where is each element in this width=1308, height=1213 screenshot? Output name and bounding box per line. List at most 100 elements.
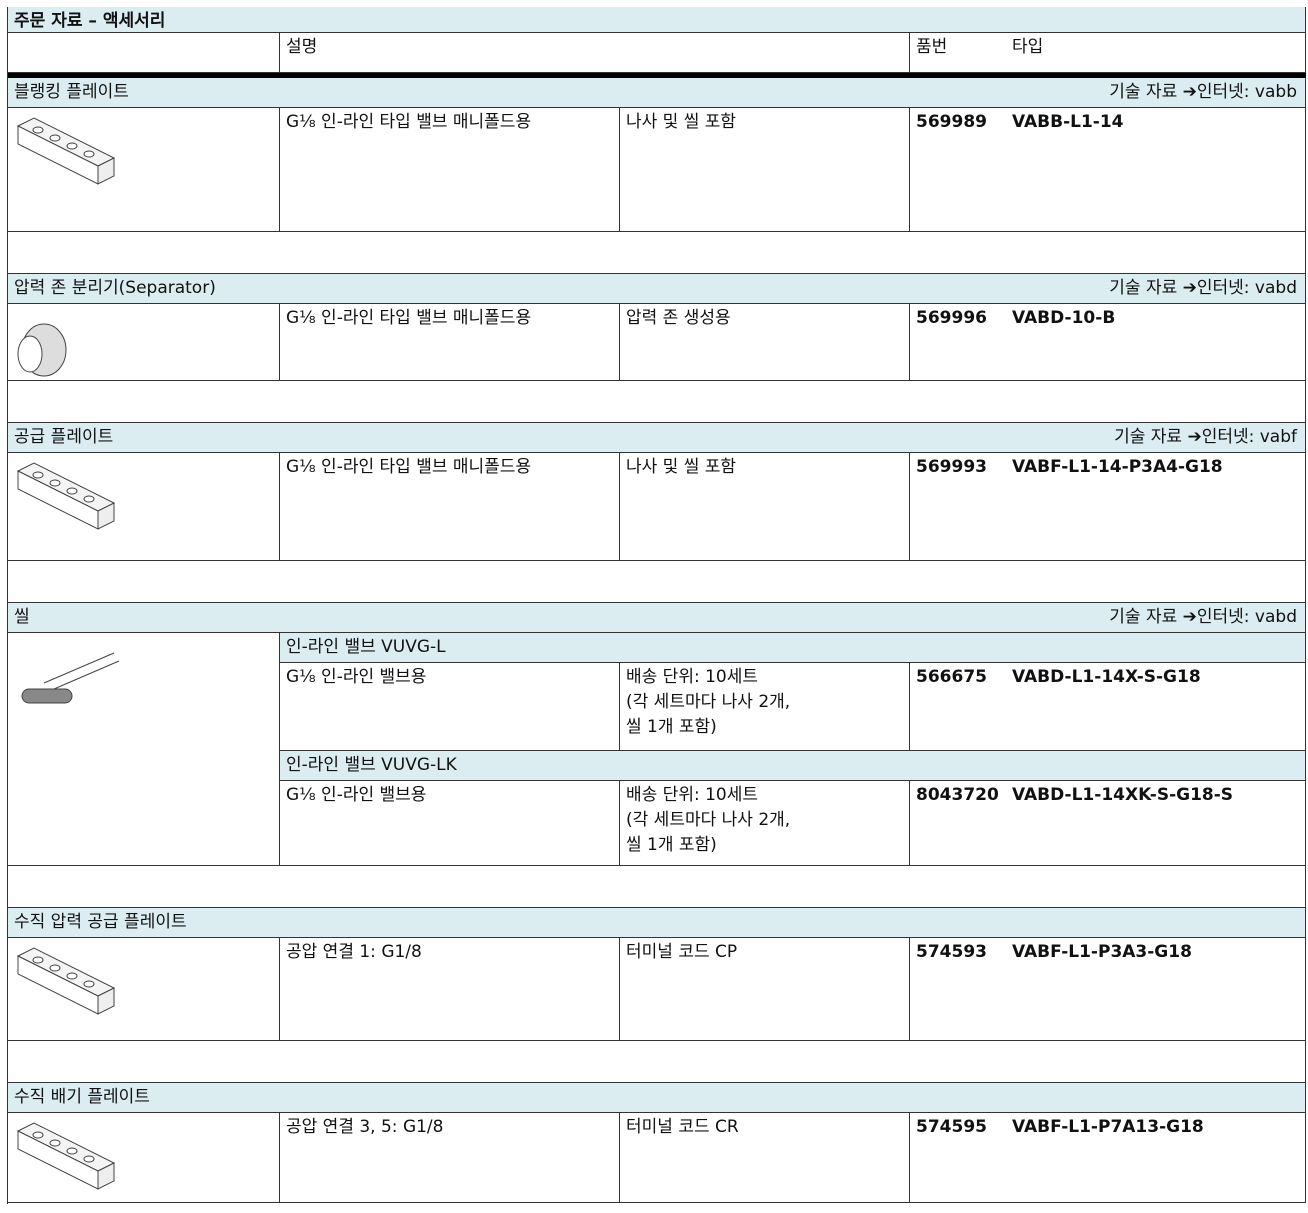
item-note: 나사 및 씰 포함 (620, 453, 910, 561)
item-part: 569996 (916, 308, 987, 328)
section-header: 수직 압력 공급 플레이트 (8, 908, 1306, 938)
item-part-type: 569993 VABF-L1-14-P3A4-G18 (910, 453, 1306, 561)
image-part (17, 335, 43, 373)
title-bar: 주문 자료 – 액세서리 (8, 7, 1306, 33)
product-image (16, 1122, 116, 1190)
item-description: 공압 연결 1: G1/8 (280, 938, 620, 1041)
image-part (83, 980, 95, 988)
item-note: 배송 단위: 10세트 (각 세트마다 나사 2개, 씰 1개 포함) (620, 781, 910, 866)
image-part (97, 502, 115, 530)
item-part: 8043720 (916, 785, 999, 805)
item-type: VABF-L1-14-P3A4-G18 (1012, 457, 1223, 477)
item-note: 나사 및 씰 포함 (620, 108, 910, 232)
image-part (32, 126, 44, 134)
item-type: VABD-10-B (1012, 308, 1116, 328)
item-part: 569993 (916, 457, 987, 477)
spacer-row (8, 561, 1306, 603)
group-label: 인-라인 밸브 VUVG-L (280, 633, 1306, 663)
image-cell (8, 108, 280, 232)
section-header: 압력 존 분리기(Separator) 기술 자료 ➔인터넷: vabd (8, 274, 1306, 304)
section-name: 공급 플레이트 (14, 427, 114, 447)
item-type: VABD-L1-14XK-S-G18-S (1012, 785, 1234, 805)
section-name: 수직 압력 공급 플레이트 (14, 912, 187, 932)
image-part (97, 1162, 115, 1190)
header-blank (8, 33, 280, 73)
item-type: VABF-L1-P7A13-G18 (1012, 1117, 1204, 1137)
section-name: 수직 배기 플레이트 (14, 1087, 150, 1107)
header-part-type: 품번 타입 (910, 33, 1306, 73)
item-part-type: 574595 VABF-L1-P7A13-G18 (910, 1113, 1306, 1203)
image-part (83, 1155, 95, 1163)
item-note: 터미널 코드 CP (620, 938, 910, 1041)
item-description: G⅛ 인-라인 타입 밸브 매니폴드용 (280, 453, 620, 561)
spacer-row (8, 866, 1306, 908)
spacer-row (8, 232, 1306, 274)
header-type: 타입 (1012, 37, 1044, 57)
image-part (32, 1131, 44, 1139)
group-label: 인-라인 밸브 VUVG-LK (280, 751, 1306, 781)
section-ref: 기술 자료 ➔인터넷: vabd (1109, 278, 1297, 298)
header-part: 품번 (916, 37, 948, 57)
item-part: 574595 (916, 1117, 987, 1137)
image-part (97, 157, 115, 185)
left-border (7, 7, 8, 1204)
item-part-type: 574593 VABF-L1-P3A3-G18 (910, 938, 1306, 1041)
image-part (49, 1139, 61, 1147)
image-part (49, 479, 61, 487)
section-header: 공급 플레이트 기술 자료 ➔인터넷: vabf (8, 423, 1306, 453)
product-image (21, 652, 120, 704)
item-description: G⅛ 인-라인 밸브용 (280, 663, 620, 751)
product-image (16, 947, 116, 1015)
item-part: 569989 (916, 112, 987, 132)
section-header: 블랭킹 플레이트 기술 자료 ➔인터넷: vabb (8, 78, 1306, 108)
item-part: 566675 (916, 667, 987, 687)
image-part (83, 150, 95, 158)
item-description: G⅛ 인-라인 타입 밸브 매니폴드용 (280, 108, 620, 232)
section-ref: 기술 자료 ➔인터넷: vabd (1109, 607, 1297, 627)
item-note: 배송 단위: 10세트 (각 세트마다 나사 2개, 씰 1개 포함) (620, 663, 910, 751)
image-cell (8, 1113, 280, 1203)
image-cell (8, 304, 280, 381)
item-description: 공압 연결 3, 5: G1/8 (280, 1113, 620, 1203)
image-part (66, 972, 78, 980)
image-part (49, 964, 61, 972)
item-part-type: 569989 VABB-L1-14 (910, 108, 1306, 232)
image-part (53, 660, 120, 690)
spacer-row (8, 381, 1306, 423)
image-cell (8, 938, 280, 1041)
image-part (43, 652, 115, 684)
image-part (32, 471, 44, 479)
item-type: VABB-L1-14 (1012, 112, 1124, 132)
item-description: G⅛ 인-라인 타입 밸브 매니폴드용 (280, 304, 620, 381)
image-part (66, 1147, 78, 1155)
product-image (16, 462, 116, 530)
item-note: 압력 존 생성용 (620, 304, 910, 381)
header-description: 설명 (280, 33, 910, 73)
image-cell (8, 633, 280, 866)
section-name: 블랭킹 플레이트 (14, 82, 129, 102)
header-rule (8, 73, 1306, 78)
item-type: VABD-L1-14X-S-G18 (1012, 667, 1201, 687)
item-part: 574593 (916, 942, 987, 962)
image-part (49, 134, 61, 142)
section-name: 씰 (14, 607, 30, 627)
image-cell (8, 453, 280, 561)
product-image (17, 323, 67, 377)
item-part-type: 566675 VABD-L1-14X-S-G18 (910, 663, 1306, 751)
image-part (32, 956, 44, 964)
image-part (66, 142, 78, 150)
product-image (16, 117, 116, 185)
section-header: 수직 배기 플레이트 (8, 1083, 1306, 1113)
item-type: VABF-L1-P3A3-G18 (1012, 942, 1192, 962)
image-part (66, 487, 78, 495)
section-ref: 기술 자료 ➔인터넷: vabb (1109, 82, 1297, 102)
section-ref: 기술 자료 ➔인터넷: vabf (1114, 427, 1297, 447)
spacer-row (8, 1041, 1306, 1083)
image-part (21, 688, 73, 704)
section-header: 씰 기술 자료 ➔인터넷: vabd (8, 603, 1306, 633)
item-note: 터미널 코드 CR (620, 1113, 910, 1203)
item-description: G⅛ 인-라인 밸브용 (280, 781, 620, 866)
item-part-type: 8043720 VABD-L1-14XK-S-G18-S (910, 781, 1306, 866)
image-part (97, 987, 115, 1015)
